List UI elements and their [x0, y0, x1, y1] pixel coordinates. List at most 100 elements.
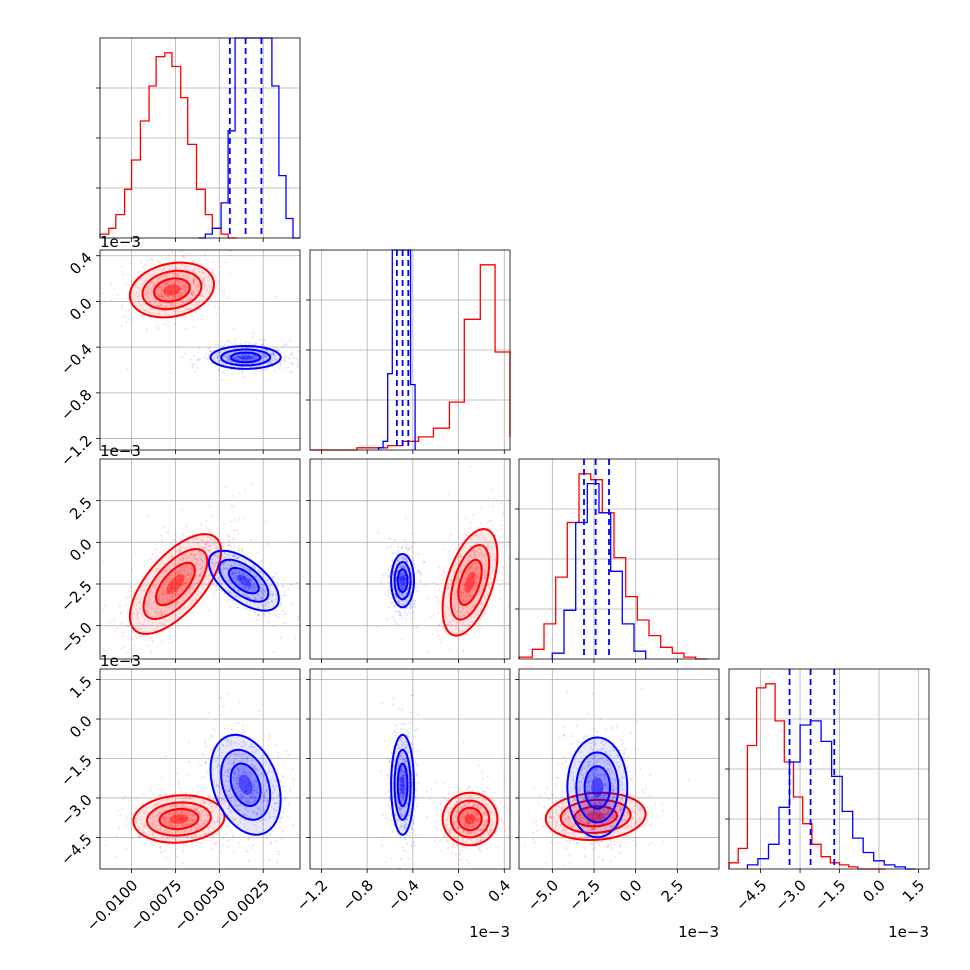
sample-point [190, 568, 193, 571]
sample-point [140, 588, 142, 591]
sample-point [401, 594, 404, 597]
sample-point [169, 371, 172, 374]
sample-point [172, 587, 175, 590]
sample-point [259, 561, 262, 564]
sample-point [207, 549, 210, 552]
sample-point [468, 594, 471, 597]
sample-point [389, 537, 392, 540]
sample-point [394, 610, 397, 612]
sample-point [177, 812, 180, 815]
sample-point [471, 575, 474, 578]
sample-point [261, 592, 264, 595]
sample-point [151, 823, 154, 826]
sample-point [236, 578, 239, 580]
sample-point [140, 315, 143, 318]
sample-point [403, 567, 406, 570]
sample-point [134, 817, 137, 820]
sample-point [172, 539, 175, 541]
sample-point [196, 809, 198, 812]
sample-point [467, 591, 470, 594]
sample-point [479, 539, 482, 542]
sample-point [252, 736, 255, 739]
sample-point [263, 339, 266, 342]
sample-point [170, 820, 173, 822]
sample-point [165, 275, 167, 278]
sample-point [179, 820, 182, 823]
sample-point [162, 622, 165, 625]
sample-point [261, 594, 264, 597]
sample-point [475, 569, 478, 572]
sample-point [260, 583, 262, 586]
sample-point [231, 570, 234, 573]
sample-point [227, 814, 230, 817]
sample-point [169, 824, 172, 827]
sample-point [184, 823, 187, 826]
sample-point [156, 818, 159, 820]
sample-point [473, 550, 476, 553]
sample-point [217, 307, 219, 310]
sample-point [180, 790, 183, 793]
sample-point [123, 630, 126, 633]
sample-point [173, 282, 176, 285]
sample-point [149, 302, 152, 304]
sample-point [199, 567, 202, 570]
sample-point [155, 292, 158, 295]
sample-point [160, 303, 162, 306]
sample-point [272, 351, 275, 354]
sample-point [232, 576, 235, 579]
sample-point [158, 294, 161, 297]
sample-point [248, 354, 251, 356]
sample-point [138, 835, 141, 838]
sample-point [219, 555, 222, 558]
sample-point [208, 712, 211, 715]
sample-point [224, 486, 227, 489]
sample-point [149, 636, 152, 639]
sample-point [148, 296, 151, 299]
sample-point [143, 589, 146, 592]
sample-point [419, 573, 422, 576]
sample-point [174, 815, 177, 818]
sample-point [401, 584, 404, 587]
sample-point [154, 804, 157, 807]
sample-point [506, 544, 509, 547]
sample-point [500, 502, 503, 504]
sample-point [160, 608, 163, 611]
sample-point [153, 282, 156, 285]
sample-point [399, 577, 402, 580]
sample-point [505, 565, 508, 568]
sample-point [151, 591, 154, 594]
sample-point [156, 604, 159, 607]
sample-point [180, 816, 183, 819]
sample-point [159, 811, 162, 814]
sample-point [186, 817, 189, 820]
sample-point [228, 566, 231, 569]
sample-point [284, 358, 287, 361]
sample-point [398, 593, 401, 596]
sample-point [203, 822, 206, 825]
sample-point [189, 358, 192, 361]
sample-point [168, 284, 171, 287]
sample-point [468, 585, 471, 588]
sample-point [198, 270, 200, 273]
sample-point [183, 606, 186, 609]
sample-point [215, 356, 218, 359]
sample-point [261, 597, 264, 600]
sample-point [163, 289, 166, 292]
sample-point [466, 571, 469, 574]
sample-point [186, 810, 189, 813]
sample-point [163, 609, 166, 612]
sample-point [148, 598, 151, 601]
sample-point [248, 585, 251, 588]
sample-point [271, 354, 274, 357]
sample-point [175, 847, 178, 850]
sample-point [477, 610, 480, 613]
sample-point [173, 322, 176, 325]
sample-point [200, 566, 203, 569]
sample-point [186, 824, 189, 827]
sample-point [235, 355, 238, 358]
sample-point [403, 585, 406, 588]
sample-point [388, 574, 391, 577]
sample-point [398, 575, 401, 578]
sample-point [492, 562, 495, 565]
sample-point [257, 355, 260, 358]
